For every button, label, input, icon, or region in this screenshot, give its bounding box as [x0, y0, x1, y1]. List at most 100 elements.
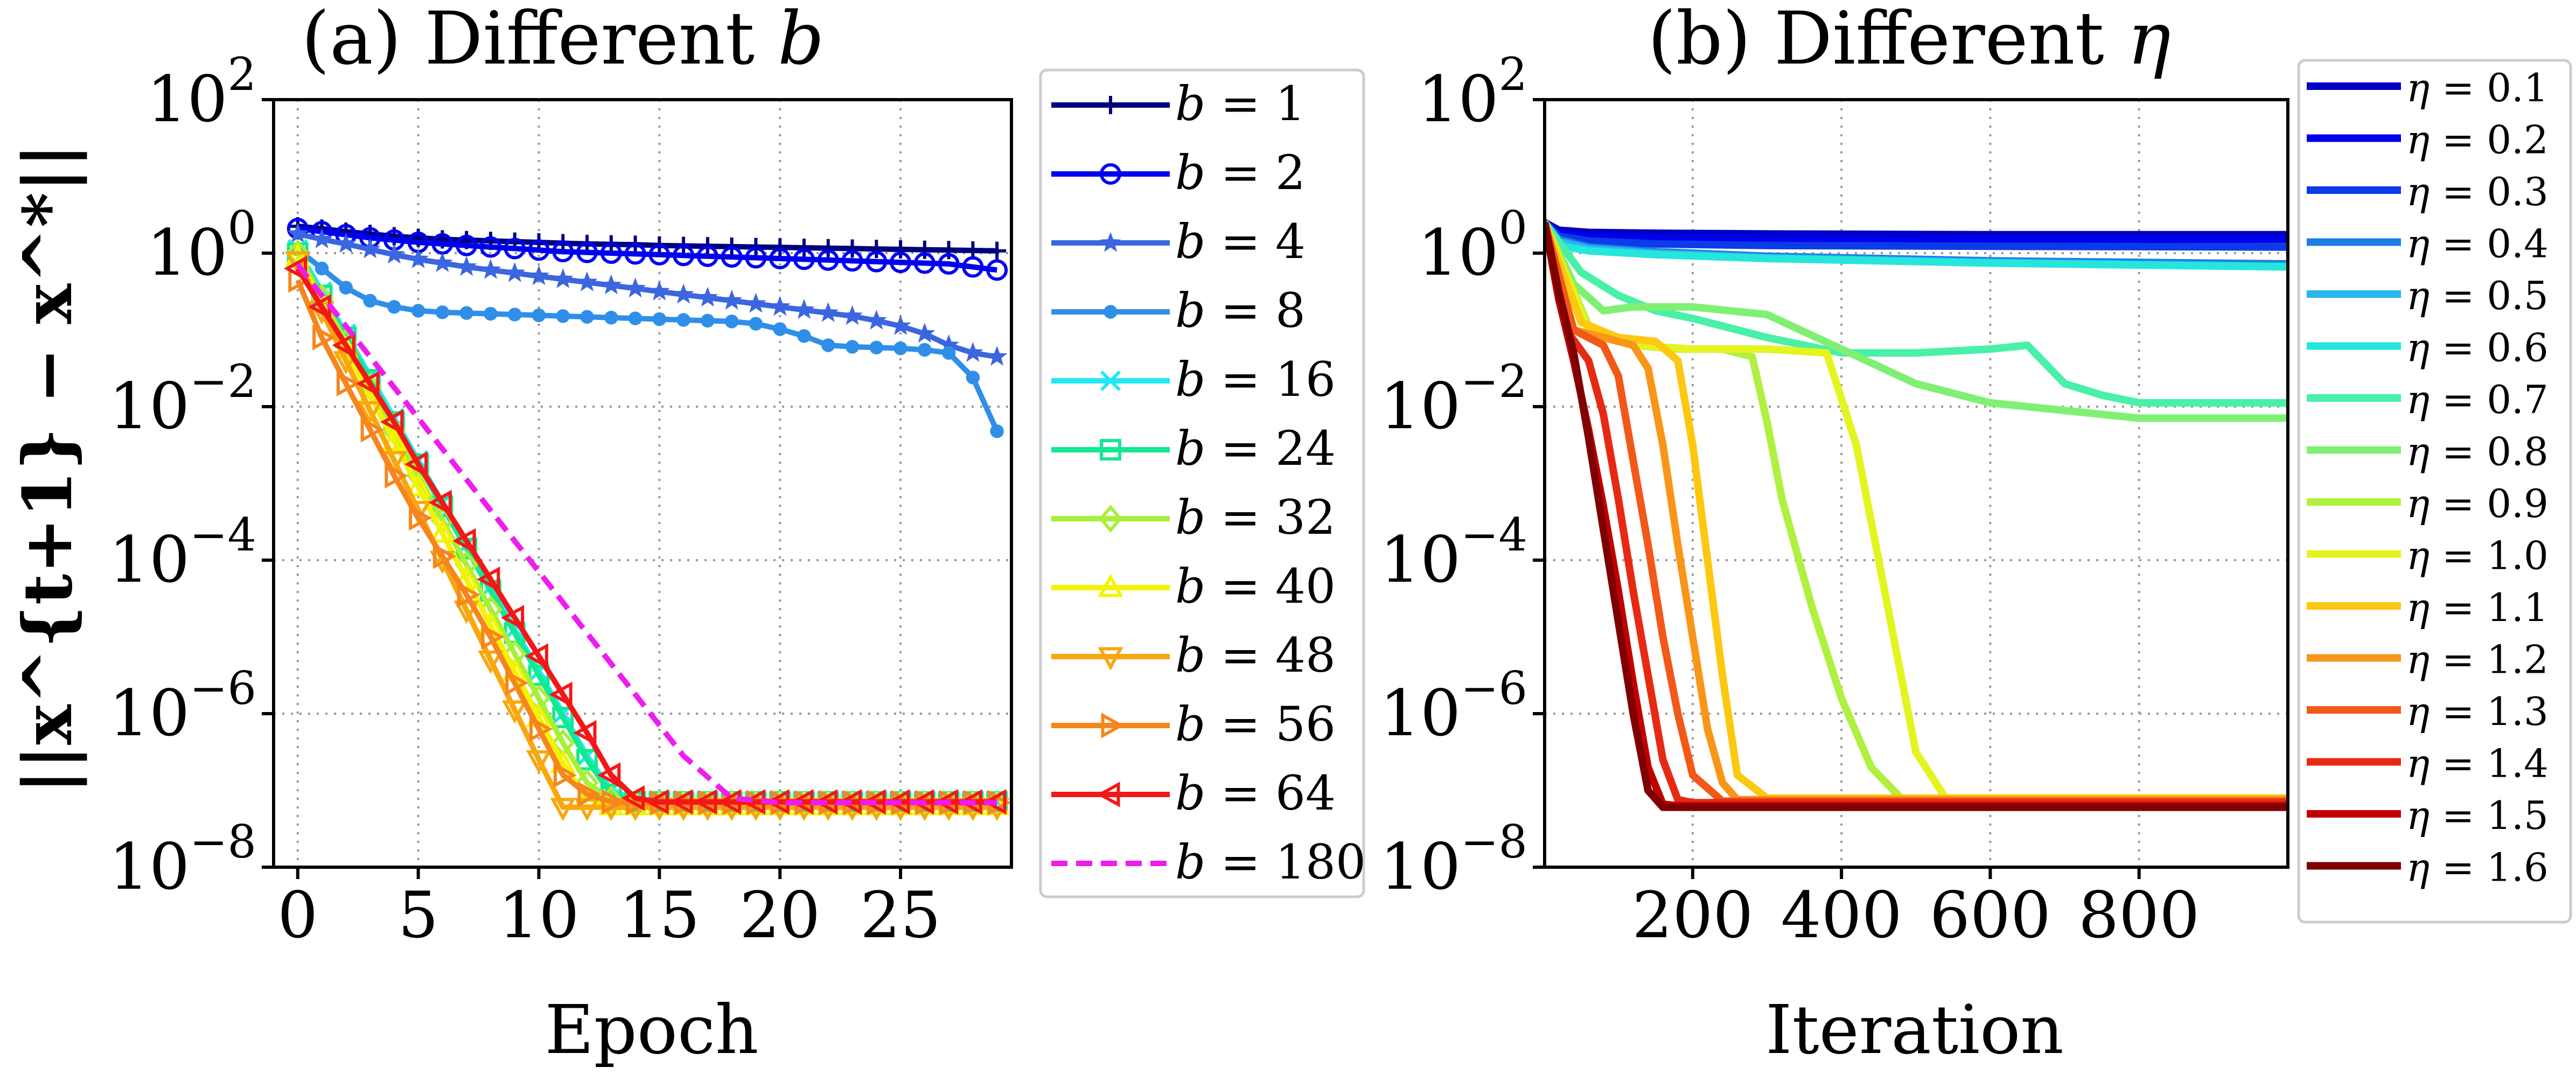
legend-label: b = 56: [1175, 696, 1336, 752]
y-tick-label: 10−8: [1380, 815, 1527, 904]
data-point: [962, 341, 983, 362]
data-point: [842, 305, 863, 325]
data-point: [550, 798, 576, 821]
panel-b-legend: η = 0.1 η = 0.2 η = 0.3 η = 0.4 η = 0.5 η = 0…: [2307, 65, 2549, 890]
data-point: [673, 245, 695, 267]
data-point: [600, 242, 622, 264]
data-point: [841, 250, 863, 272]
series-8: [1545, 221, 2288, 422]
data-point: [284, 251, 311, 275]
data-point: [867, 240, 886, 259]
legend-item: b = 1: [1051, 76, 1306, 131]
data-point: [456, 234, 478, 256]
data-point: [477, 566, 500, 592]
legend-item: η = 0.4: [2307, 221, 2549, 267]
data-point: [865, 310, 887, 330]
series-16: [1545, 221, 2288, 811]
data-point: [283, 255, 308, 282]
y-tick-label: 10−2: [109, 355, 256, 443]
data-point: [602, 789, 625, 815]
series-line: [1545, 219, 2288, 239]
data-point: [404, 451, 428, 477]
data-point: [817, 249, 839, 271]
panel-a-plot-frame: [272, 98, 1013, 869]
panel-b-plot-frame: [1543, 98, 2289, 869]
data-point: [697, 287, 718, 307]
legend-label: η = 0.3: [2406, 169, 2549, 214]
legend-item: η = 0.8: [2307, 429, 2549, 475]
data-point: [938, 253, 960, 275]
panel-a-legend-frame: [1039, 68, 1365, 898]
panel-a-legend: b = 1 b = 2 b = 4 b = 8 b = 16 b = 24 b = 32 b …: [1051, 76, 1366, 890]
y-tick-label: 100: [1418, 201, 1527, 290]
data-point: [818, 302, 839, 322]
data-point: [435, 305, 450, 319]
data-point: [381, 427, 407, 451]
legend-label: η = 0.5: [2406, 273, 2549, 318]
series-4: [291, 242, 1004, 438]
y-tick-label: 100: [146, 201, 256, 290]
panel-b-series: [1545, 219, 2288, 811]
data-point: [914, 323, 936, 343]
series-line: [295, 252, 997, 807]
legend-label: b = 16: [1175, 352, 1336, 407]
data-point: [645, 789, 669, 815]
data-point: [988, 241, 1007, 260]
data-point: [573, 720, 597, 746]
data-point: [576, 271, 598, 291]
series-line: [1545, 221, 2288, 422]
data-point: [312, 324, 336, 351]
data-point: [604, 310, 618, 325]
panel-b-y-ticks: 102 100 10−2 10−4 10−6 10−8: [1380, 48, 1545, 904]
data-point: [459, 306, 473, 320]
y-tick-label: 102: [146, 48, 256, 136]
data-point: [869, 340, 884, 355]
legend-marker: [1100, 232, 1121, 252]
data-point: [501, 700, 528, 724]
legend-marker: [1099, 505, 1122, 533]
legend-label: η = 1.6: [2406, 845, 2549, 890]
series-14: [1545, 221, 2288, 807]
y-tick-label: 10−8: [109, 815, 256, 904]
data-point: [408, 248, 429, 268]
x-tick-label: 200: [1632, 878, 1753, 952]
data-point: [913, 252, 936, 274]
legend-item: η = 1.6: [2307, 845, 2549, 890]
series-line: [296, 247, 1000, 433]
data-point: [893, 341, 907, 355]
data-point: [478, 650, 504, 674]
legend-label: b = 2: [1175, 145, 1306, 200]
data-point: [865, 250, 888, 273]
data-point: [959, 789, 982, 815]
y-tick-label: 10−4: [109, 508, 256, 597]
data-point: [724, 315, 739, 329]
data-point: [862, 789, 886, 815]
legend-item: b = 64: [1051, 765, 1336, 821]
x-tick-label: 15: [619, 878, 700, 952]
data-point: [504, 262, 526, 282]
data-point: [934, 789, 959, 815]
data-point: [845, 340, 860, 354]
legend-item: b = 32: [1051, 490, 1336, 545]
data-point: [717, 789, 742, 815]
data-point: [745, 292, 766, 313]
data-point: [962, 256, 984, 278]
legend-label: b = 24: [1175, 421, 1336, 476]
panel-a-title: (a) Different b: [302, 0, 825, 81]
data-point: [360, 416, 384, 443]
legend-label: η = 1.1: [2406, 585, 2549, 630]
series-line: [1545, 220, 2288, 407]
legend-item: η = 1.2: [2307, 637, 2549, 682]
data-point: [793, 299, 815, 319]
series-line: [295, 252, 997, 805]
data-point: [694, 789, 717, 815]
data-point: [821, 338, 835, 352]
data-point: [721, 289, 743, 310]
data-point: [986, 346, 1008, 366]
data-point: [580, 310, 594, 324]
legend-label: b = 40: [1175, 559, 1336, 614]
data-point: [359, 238, 381, 259]
data-point: [525, 643, 548, 669]
legend-item: η = 0.2: [2307, 117, 2549, 163]
legend-label: η = 0.9: [2406, 481, 2549, 526]
